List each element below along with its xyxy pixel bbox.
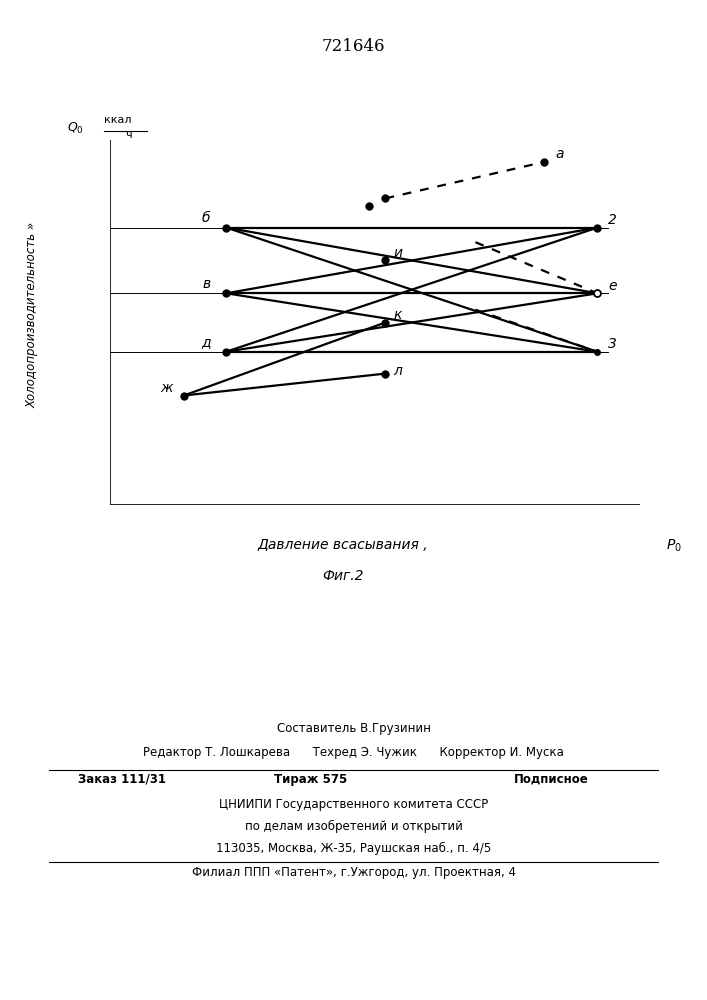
Text: в: в	[202, 277, 211, 291]
Text: Филиал ППП «Патент», г.Ужгород, ул. Проектная, 4: Филиал ППП «Патент», г.Ужгород, ул. Прое…	[192, 866, 515, 879]
Text: $Q_0$: $Q_0$	[67, 121, 84, 136]
Text: е: е	[608, 279, 617, 293]
Text: Давление всасывания ,: Давление всасывания ,	[257, 538, 428, 552]
Text: 721646: 721646	[322, 38, 385, 55]
Text: б: б	[201, 211, 211, 225]
Text: Холодопроизводительность »: Холодопроизводительность »	[25, 222, 38, 408]
Text: ж: ж	[160, 381, 173, 395]
Text: ккал: ккал	[105, 115, 132, 125]
Text: ч: ч	[126, 130, 132, 140]
Text: д: д	[201, 335, 211, 349]
Text: 2: 2	[608, 213, 617, 227]
Text: и: и	[393, 246, 402, 260]
Text: 3: 3	[608, 337, 617, 351]
Text: Тираж 575: Тираж 575	[274, 773, 348, 786]
Text: Подписное: Подписное	[514, 773, 589, 786]
Text: ЦНИИПИ Государственного комитета СССР: ЦНИИПИ Государственного комитета СССР	[219, 798, 488, 811]
Text: 113035, Москва, Ж-35, Раушская наб., п. 4/5: 113035, Москва, Ж-35, Раушская наб., п. …	[216, 842, 491, 855]
Text: $P_0$: $P_0$	[667, 538, 682, 554]
Text: л: л	[393, 364, 402, 378]
Text: Редактор Т. Лошкарева      Техред Э. Чужик      Корректор И. Муска: Редактор Т. Лошкарева Техред Э. Чужик Ко…	[143, 746, 564, 759]
Text: Составитель В.Грузинин: Составитель В.Грузинин	[276, 722, 431, 735]
Text: а: а	[555, 147, 563, 161]
Text: по делам изобретений и открытий: по делам изобретений и открытий	[245, 820, 462, 833]
Text: Фиг.2: Фиг.2	[322, 569, 363, 583]
Text: Заказ 111/31: Заказ 111/31	[78, 773, 165, 786]
Text: к: к	[393, 308, 402, 322]
